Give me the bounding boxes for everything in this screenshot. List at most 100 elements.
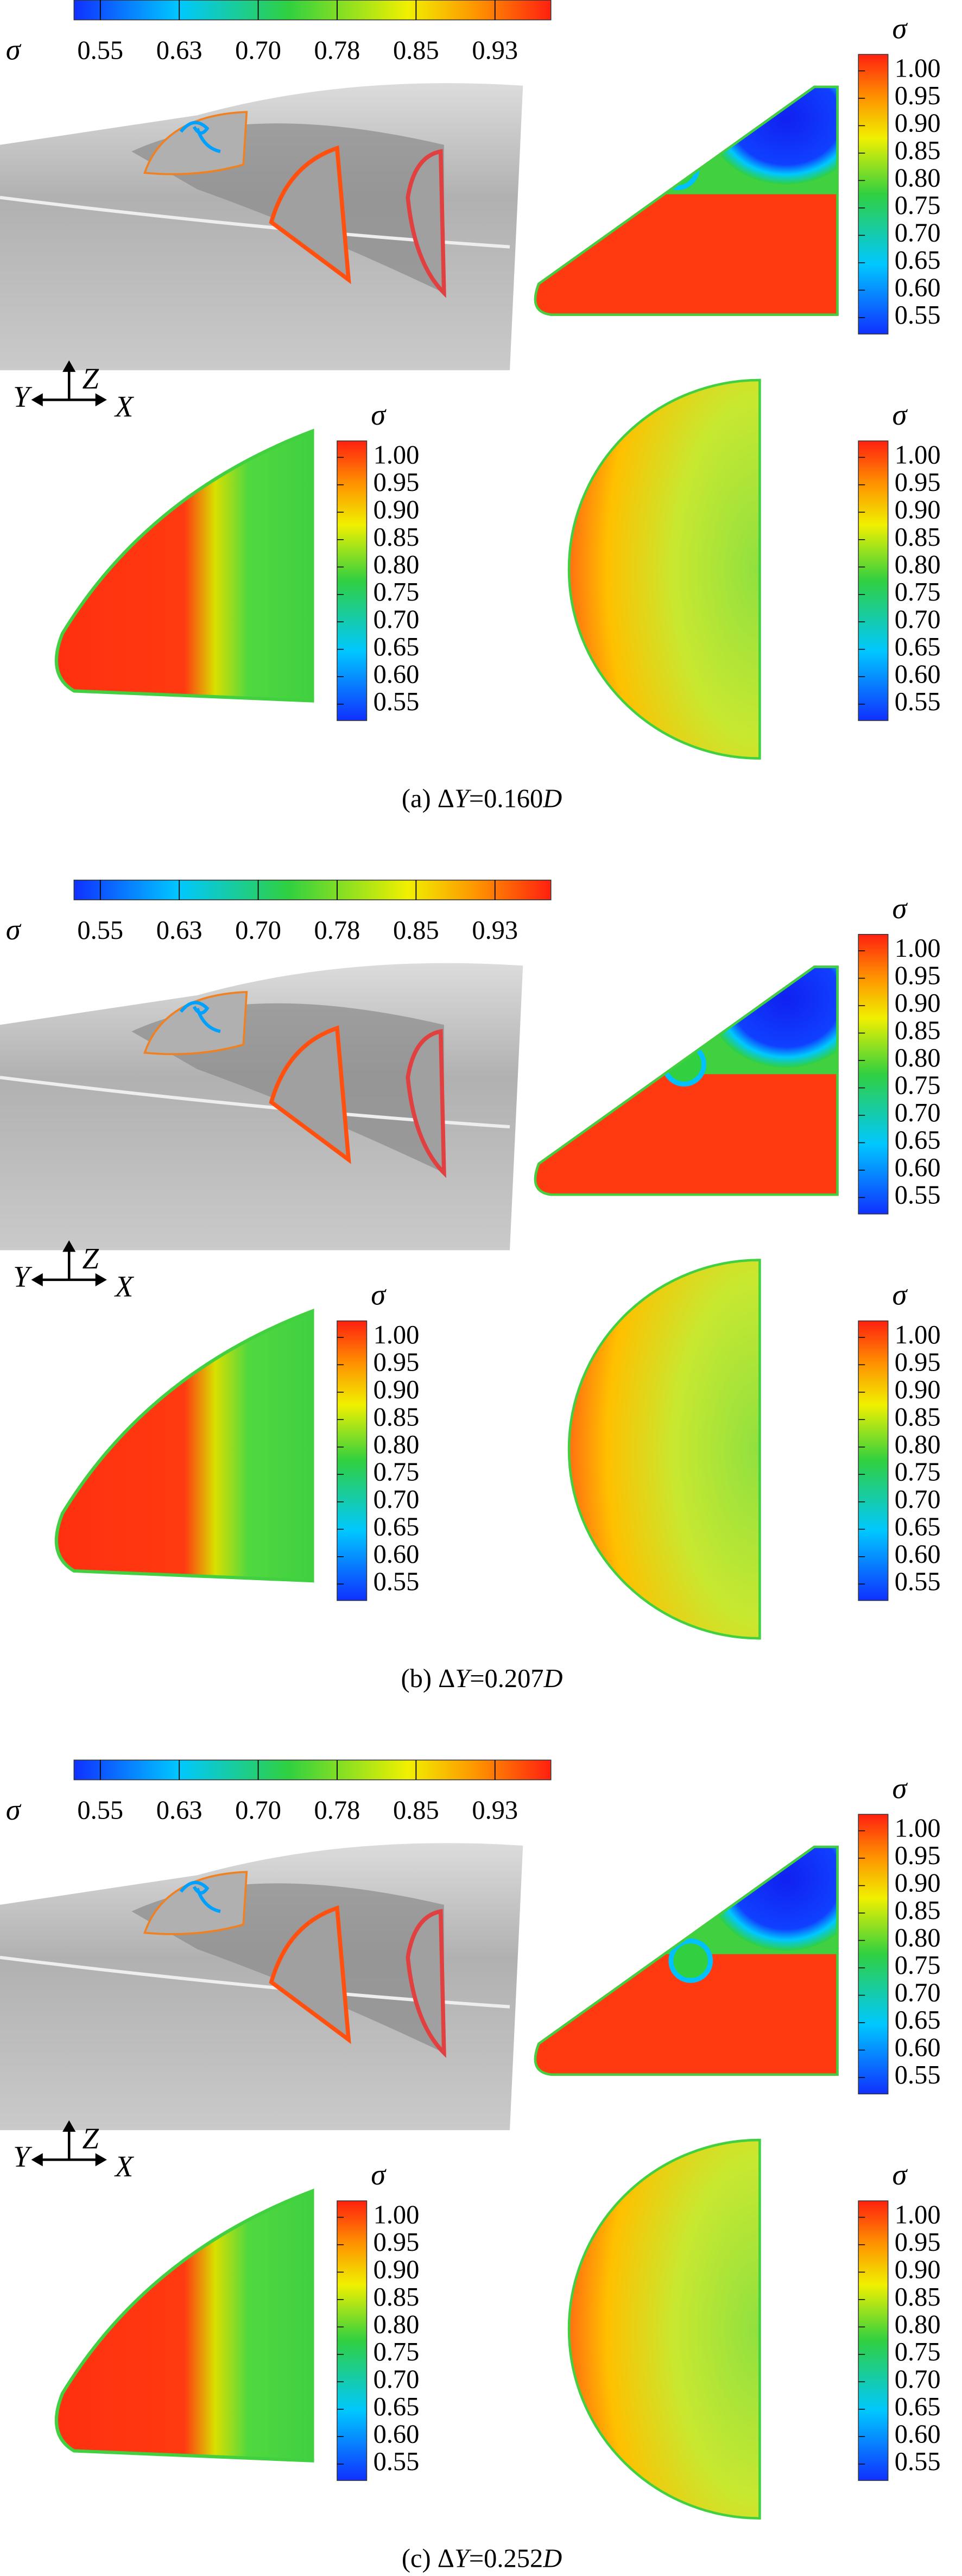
colorbar-tick-label: 0.75 [374,578,420,607]
colorbar-tick-label: 0.55 [895,1181,941,1210]
vortex [668,1938,713,1983]
colorbar-tick-label: 0.85 [895,1403,941,1431]
caption: (a) ΔY=0.160D [402,785,562,813]
colorbar-tick-label: 0.95 [895,962,941,990]
colorbar-tick-label: 0.60 [895,1540,941,1569]
colorbar-tick-label: 0.78 [314,1796,360,1824]
section-3d [406,1028,446,1178]
colorbar-tick-label: 0.85 [393,916,439,945]
colorbar-tick-label: 0.85 [374,523,420,552]
colorbar-tick-label: 0.55 [77,1796,123,1824]
colorbar [73,1759,552,1781]
section-plot [567,1259,761,1640]
colorbar-tick-label: 0.55 [374,1567,420,1596]
colorbar-tick-label: 0.65 [895,633,941,661]
section-3d [406,149,446,298]
colorbar-tick-label: 0.55 [895,301,941,330]
colorbar-tick-label: 0.90 [895,1869,941,1898]
axis-label: Y [13,1260,33,1293]
axis-arrows [31,360,107,407]
low-region [707,965,839,1068]
axis-arrows [31,1240,107,1286]
section-3d [143,990,248,1056]
colorbar-tick-label: 0.55 [895,2447,941,2476]
colorbar-tick-label: 0.70 [895,1098,941,1127]
vortex-3d [179,1880,221,1913]
colorbar-tick-label: 0.75 [895,2338,941,2366]
colorbar-tick-label: 0.60 [895,2034,941,2062]
axis-label: X [114,390,135,423]
caption-label: (a) Δ [402,785,454,813]
colorbar-tick-label: 1.00 [374,440,420,469]
colorbar-tick-label: 0.55 [895,687,941,716]
colorbar [858,54,889,334]
caption: (b) ΔY=0.207D [401,1664,562,1693]
colorbar-tick-label: 0.70 [374,2365,420,2394]
vortex [655,146,700,191]
section-plot [567,2138,761,2520]
colorbar-symbol: σ [6,1793,22,1826]
colorbar-tick-label: 0.60 [895,2420,941,2448]
colorbar-tick-label: 0.90 [895,1375,941,1404]
colorbar-tick-label: 0.95 [895,1348,941,1377]
axis-label: Y [13,2140,33,2173]
colorbar [73,0,552,21]
caption-unit: D [543,1664,563,1693]
caption-variable: Y [454,785,472,813]
axis-label: Z [82,2122,99,2155]
colorbar-symbol: σ [892,892,908,925]
caption: (c) ΔY=0.252D [402,2545,562,2573]
colorbar-tick-label: 0.70 [374,605,420,634]
axis-label: Z [82,1242,99,1275]
colorbar-tick-label: 0.95 [895,81,941,110]
colorbar-tick-label: 0.80 [895,1924,941,1953]
colorbar-tick-label: 0.70 [235,36,281,65]
colorbar-tick-label: 1.00 [895,54,941,83]
colorbar-tick-label: 0.90 [895,109,941,138]
colorbar-tick-label: 0.85 [374,2283,420,2312]
vortex-3d [179,121,221,153]
colorbar-tick-label: 0.70 [895,1979,941,2007]
section-plot [54,1309,314,1583]
colorbar-tick-label: 1.00 [895,1321,941,1349]
colorbar-tick-label: 0.80 [374,2310,420,2339]
caption-unit: D [542,785,562,813]
colorbar-tick-label: 1.00 [895,440,941,469]
colorbar-tick-label: 0.70 [895,2365,941,2394]
colorbar-tick-label: 0.93 [472,36,518,65]
colorbar-tick-label: 0.70 [235,916,281,945]
axis-arrows [31,2120,107,2167]
colorbar-symbol: σ [892,398,908,431]
colorbar-tick-label: 0.55 [374,2447,420,2476]
colorbar-tick-label: 0.95 [374,1348,420,1377]
colorbar-tick-label: 0.80 [374,550,420,579]
colorbar-tick-label: 0.60 [895,1153,941,1182]
section-3d [269,1025,351,1164]
axis-label: X [114,1270,135,1303]
colorbar-symbol: σ [892,1771,908,1804]
colorbar-tick-label: 0.65 [895,1126,941,1155]
colorbar-tick-label: 1.00 [374,2201,420,2230]
colorbar-tick-label: 0.60 [895,660,941,689]
section-outline [534,85,839,316]
colorbar-tick-label: 0.78 [314,916,360,945]
section-outline [534,965,839,1196]
section-3d [143,1871,248,1935]
colorbar-tick-label: 0.65 [895,2006,941,2035]
colorbar-tick-label: 0.65 [895,2392,941,2421]
colorbar-tick-label: 0.60 [374,660,420,689]
colorbar-tick-label: 0.63 [156,1796,202,1824]
colorbar-tick-label: 0.80 [374,1430,420,1459]
colorbar-tick-label: 1.00 [895,2201,941,2230]
caption-value: =0.207 [470,1664,543,1693]
section-plot [567,378,761,760]
caption-variable: Y [455,1664,472,1693]
colorbar-tick-label: 0.63 [156,916,202,945]
colorbar-tick-label: 0.75 [374,2338,420,2366]
colorbar-tick-label: 0.90 [895,989,941,1018]
colorbar-tick-label: 0.60 [895,273,941,302]
colorbar-tick-label: 0.80 [895,550,941,579]
colorbar-tick-label: 0.90 [374,2256,420,2284]
